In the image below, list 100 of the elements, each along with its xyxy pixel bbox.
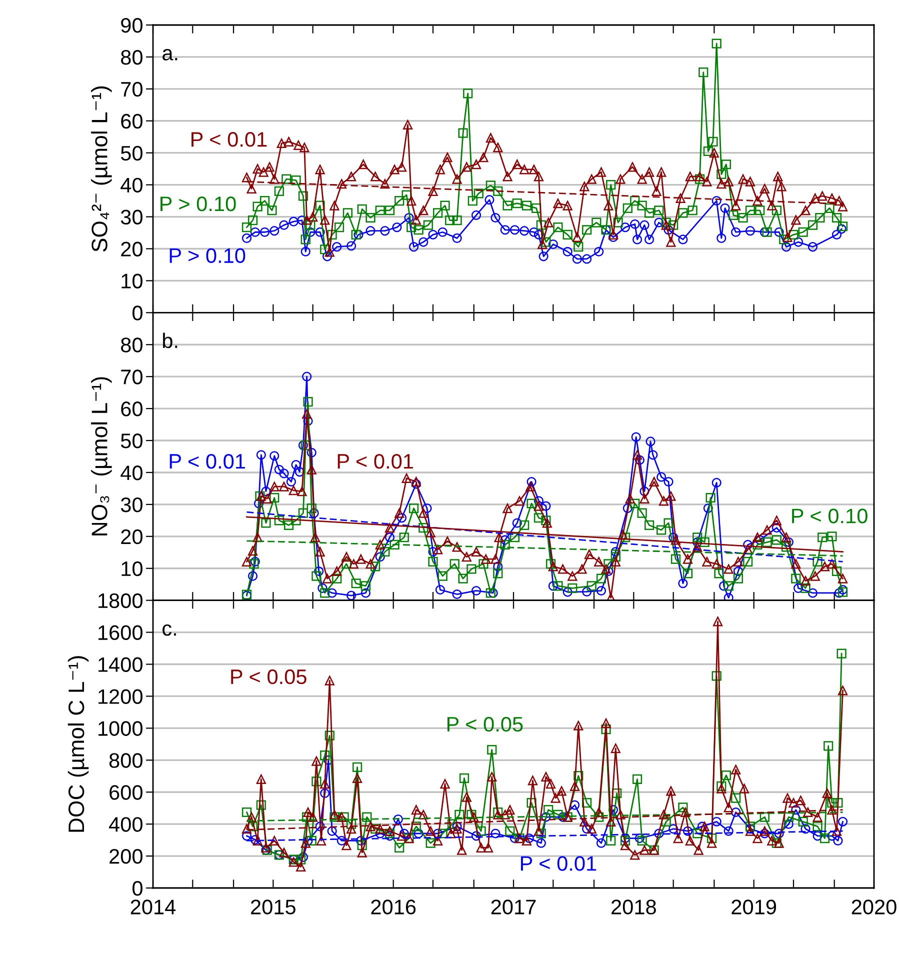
point [315,822,325,832]
x-tick-label: 2014 [130,900,176,914]
y-tick-label: 40 [120,178,142,193]
point [288,216,298,226]
point [608,805,618,815]
series-label: P < 0.01 [338,454,413,469]
point [784,819,794,829]
point [484,195,494,205]
point [833,836,843,846]
point [608,232,618,242]
point [620,222,630,232]
point [322,252,332,262]
series-label: P < 0.01 [521,856,596,871]
point [534,230,544,240]
point [640,220,650,230]
point [356,836,366,846]
point [270,226,280,236]
point [500,225,510,235]
series-label: P > 0.10 [170,248,246,264]
point [548,239,558,250]
series-label: P < 0.05 [447,716,523,732]
y-tick-label: 20 [121,242,142,256]
point [404,212,414,223]
y-tick-label: 800 [109,753,142,768]
point [336,836,346,846]
point [418,237,428,247]
x-tick-label: 2020 [852,900,896,914]
point [838,816,848,826]
y-tick-label: 20 [121,529,142,544]
point [471,831,482,841]
point [392,222,402,232]
y-tick-label: 30 [120,497,142,512]
point [836,224,846,234]
point [716,233,726,243]
point [827,831,837,841]
point [632,234,642,244]
y-tick-label: 0 [132,881,142,896]
series-label: P < 0.01 [192,132,267,147]
point [664,225,674,235]
y-tick-label: 30 [120,210,142,225]
point [510,834,520,844]
y-tick-label: 60 [121,402,142,416]
point [279,220,289,230]
point [712,816,722,826]
y-tick-label: 1000 [98,721,142,736]
point [242,831,252,841]
point [541,812,551,822]
point [634,834,644,844]
y-axis-title: SO₄²⁻ (µmol L⁻¹) [91,86,112,252]
point [781,242,792,252]
y-tick-label: 80 [121,50,142,65]
point [720,203,730,213]
series-label: P > 0.10 [160,196,236,212]
point [678,234,688,244]
x-tick-label: 2017 [491,900,536,914]
point [800,824,810,834]
y-tick-label: 90 [121,18,142,33]
y-tick-label: 200 [110,849,142,864]
point [562,246,572,256]
point [791,805,801,815]
annotation: c. [162,624,176,636]
point [327,826,337,836]
y-tick-label: 10 [122,274,142,288]
point [644,234,654,244]
y-tick-label: 400 [109,817,142,832]
y-tick-label: 50 [120,146,142,161]
y-tick-label: 50 [120,434,142,448]
point [346,241,356,251]
point [320,788,330,798]
point [745,226,756,236]
point [808,242,818,252]
point [306,227,316,237]
point [399,828,409,838]
y-tick-label: 0 [132,306,142,320]
point [393,814,403,824]
point [438,227,448,237]
point [724,826,734,836]
y-axis-title: NO₃⁻ (µmol L⁻¹) [91,377,112,536]
point [354,230,364,240]
point [654,828,664,838]
x-tick-label: 2015 [251,900,296,914]
point [712,196,722,206]
y-tick-label: 80 [121,338,142,352]
point [774,828,784,838]
y-tick-label: 1800 [98,593,142,608]
point [594,246,604,256]
point [380,226,390,236]
point [582,824,592,834]
point [366,226,376,236]
point [250,227,260,237]
point [490,212,500,223]
point [538,252,548,262]
point [490,828,500,838]
series-label: P < 0.05 [231,669,306,684]
series-label: P < 0.01 [170,454,245,469]
point [731,227,741,237]
y-tick-label: 1200 [98,689,142,704]
point [300,246,310,256]
y-tick-label: 70 [121,82,142,97]
point [774,227,784,237]
